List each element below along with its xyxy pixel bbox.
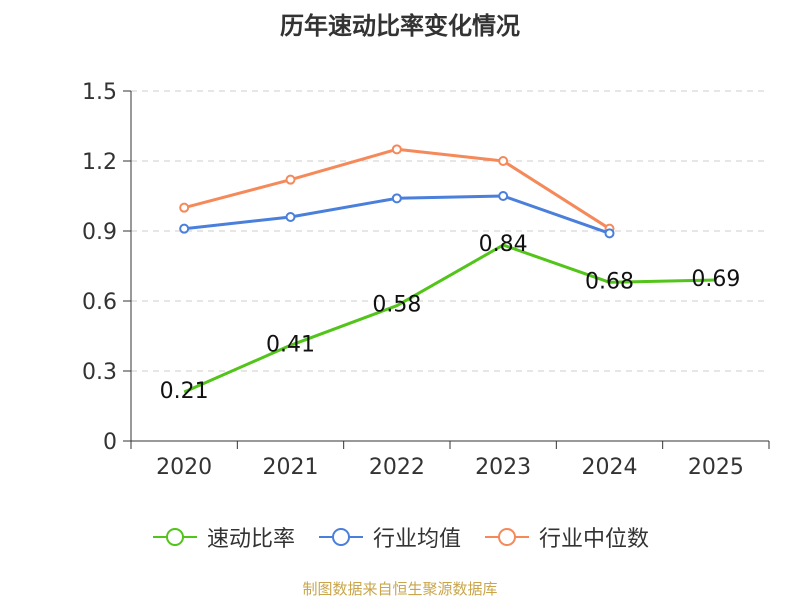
legend-item-quick-ratio[interactable]: 速动比率 [151,521,295,553]
x-tick-label: 2025 [688,455,744,480]
data-point-series-2[interactable] [391,144,402,155]
y-tick-label: 0.3 [82,360,117,385]
x-tick-label: 2021 [263,455,319,480]
y-tick-label: 1.2 [82,150,117,175]
x-tick-label: 2023 [475,455,531,480]
data-point-series-1[interactable] [391,193,402,204]
data-point-series-2[interactable] [498,156,509,166]
data-point-series-2[interactable] [285,174,296,185]
y-tick-label: 0.9 [82,220,117,245]
legend-marker-quick-ratio [152,528,197,546]
data-label: 0.41 [266,332,315,357]
data-label: 0.84 [479,232,528,257]
data-label: 0.58 [372,293,421,318]
chart-title: 历年速动比率变化情况 [280,12,520,40]
data-label: 0.21 [160,379,209,404]
data-point-series-1[interactable] [498,191,509,201]
y-tick-label: 1.5 [82,80,117,105]
legend-item-industry-mean[interactable]: 行业均值 [317,521,461,553]
series-line-0 [183,243,716,394]
data-label: 0.68 [585,269,634,294]
legend-marker-industry-median [485,528,529,546]
y-tick-label: 0 [103,430,117,455]
y-tick-label: 0.6 [82,290,117,315]
legend-label-industry-median: 行业中位数 [539,527,650,552]
x-tick-label: 2022 [369,455,425,480]
legend-item-industry-median[interactable]: 行业中位数 [483,521,649,553]
data-point-series-2[interactable] [179,202,190,213]
data-label: 0.69 [691,267,740,292]
data-point-series-1[interactable] [285,212,296,222]
legend-label-quick-ratio: 速动比率 [206,527,295,552]
data-point-series-1[interactable] [179,223,190,234]
x-tick-label: 2024 [582,455,638,480]
source-footer: 制图数据来自恒生聚源数据库 [302,580,498,598]
legend-label-industry-mean: 行业均值 [372,527,461,552]
legend: 速动比率 行业均值 行业中位数 [0,520,800,554]
legend-marker-industry-mean [318,528,363,546]
data-point-series-1[interactable] [604,228,615,239]
x-tick-label: 2020 [156,455,212,480]
